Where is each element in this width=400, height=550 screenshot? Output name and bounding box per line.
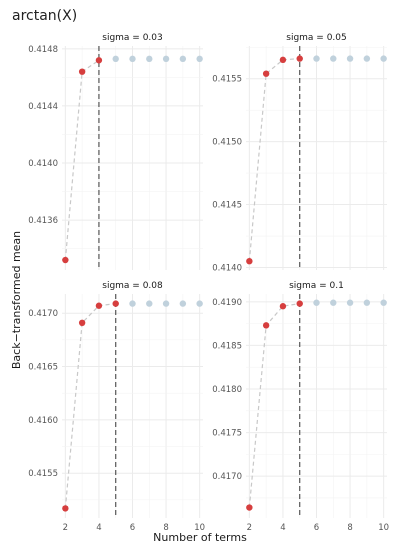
y-tick-label: 0.4136 xyxy=(28,216,58,226)
data-point xyxy=(196,55,203,63)
y-tick-label: 0.4145 xyxy=(212,201,242,211)
x-tick-label: 8 xyxy=(347,523,352,533)
y-tick-label: 0.4180 xyxy=(212,385,242,395)
y-tick-label: 0.4144 xyxy=(28,102,58,112)
x-tick-label: 2 xyxy=(63,523,68,533)
x-tick-label: 4 xyxy=(280,523,285,533)
data-point xyxy=(330,299,337,306)
data-point xyxy=(129,55,136,63)
y-tick-label: 0.4150 xyxy=(212,138,242,148)
data-point xyxy=(346,299,354,306)
data-point xyxy=(363,299,371,306)
y-tick-label: 0.4155 xyxy=(28,469,58,479)
data-point xyxy=(380,55,387,62)
data-point-active xyxy=(95,302,103,309)
facet-panels: sigma = 0.030.41360.41400.41440.4148sigm… xyxy=(28,33,389,533)
data-point-active xyxy=(62,505,69,512)
x-tick-label: 6 xyxy=(314,523,319,533)
x-axis-label: Number of terms xyxy=(153,531,247,544)
y-tick-label: 0.4140 xyxy=(212,263,242,273)
data-point xyxy=(196,300,203,307)
data-point xyxy=(313,55,320,62)
y-tick-label: 0.4140 xyxy=(28,159,58,169)
data-point xyxy=(146,55,153,63)
convergence-line xyxy=(248,57,300,262)
y-tick-label: 0.4175 xyxy=(212,429,242,439)
data-point xyxy=(162,55,170,63)
y-tick-label: 0.4165 xyxy=(28,363,58,373)
convergence-line xyxy=(64,303,116,509)
data-point-active xyxy=(112,300,119,307)
y-axis-label: Back−transformed mean xyxy=(10,231,23,369)
facet-panel: sigma = 0.03 0.4136 0.4140 0.4144 0.4148 xyxy=(28,33,203,270)
y-tick-label: 0.4190 xyxy=(212,298,242,308)
data-point-active xyxy=(95,57,103,64)
data-point-active xyxy=(262,70,270,77)
data-point-active xyxy=(78,319,86,326)
y-tick-label: 0.4185 xyxy=(212,341,242,351)
x-tick-label: 8 xyxy=(163,523,168,533)
y-tick-label: 0.4170 xyxy=(212,472,242,482)
x-tick-label: 6 xyxy=(130,523,135,533)
data-point xyxy=(179,55,187,63)
convergence-line xyxy=(248,302,300,508)
x-tick-label: 10 xyxy=(194,523,205,533)
data-point-active xyxy=(62,256,69,264)
strip-label: sigma = 0.05 xyxy=(286,33,347,43)
y-tick-label: 0.4148 xyxy=(28,45,58,55)
x-tick-label: 10 xyxy=(378,523,389,533)
facet-panel: sigma = 0.05 0.4140 0.4145 0.4150 0.4155 xyxy=(212,33,387,273)
data-point xyxy=(346,55,354,62)
data-point xyxy=(380,299,387,306)
facet-panel: sigma = 0.1 0.4170 0.4175 0.4180 0.4185 0.419… xyxy=(212,281,389,533)
data-point-active xyxy=(296,55,303,62)
strip-label: sigma = 0.08 xyxy=(102,281,163,291)
data-point xyxy=(129,300,136,307)
data-point-active xyxy=(296,300,303,307)
data-point xyxy=(112,55,119,63)
data-point-active xyxy=(78,68,86,75)
data-point-active xyxy=(246,257,253,265)
data-point xyxy=(146,300,153,307)
strip-label: sigma = 0.1 xyxy=(289,281,344,291)
x-tick-label: 4 xyxy=(96,523,101,533)
data-point xyxy=(179,300,187,307)
data-point xyxy=(313,299,320,306)
strip-label: sigma = 0.03 xyxy=(102,33,163,43)
data-point-active xyxy=(246,504,253,511)
facet-panel: sigma = 0.08 0.4155 0.4160 0.4165 0.4170 2 4 6 8… xyxy=(28,281,205,533)
data-point xyxy=(162,300,170,307)
x-tick-label: 2 xyxy=(247,523,252,533)
data-point-active xyxy=(262,322,270,329)
data-point-active xyxy=(279,56,287,64)
y-tick-label: 0.4155 xyxy=(212,75,242,85)
y-tick-label: 0.4160 xyxy=(28,416,58,426)
data-point-active xyxy=(279,303,287,310)
chart-title: arctan(X) xyxy=(12,8,77,24)
y-tick-label: 0.4170 xyxy=(28,309,58,319)
data-point xyxy=(363,55,371,62)
data-point xyxy=(330,55,337,62)
